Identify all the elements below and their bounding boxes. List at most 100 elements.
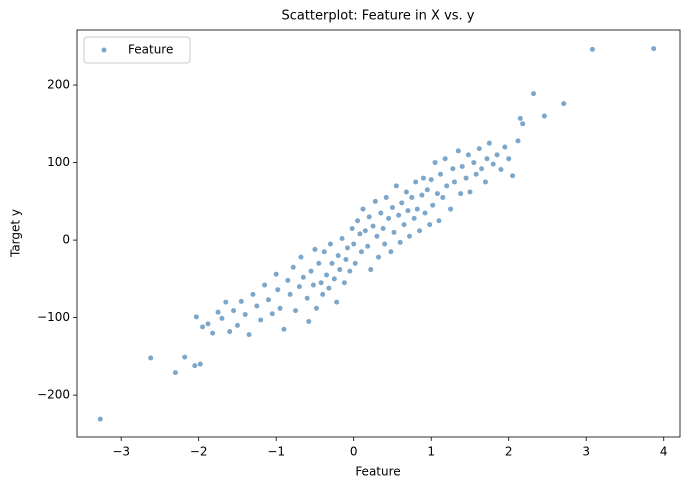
x-tick-label: 4	[660, 445, 668, 459]
scatter-point	[320, 291, 326, 297]
scatter-point	[476, 146, 482, 152]
scatter-point	[419, 192, 425, 198]
scatter-point	[490, 161, 496, 167]
scatter-point	[517, 115, 523, 121]
legend-marker	[101, 47, 107, 53]
x-tick-label: 3	[582, 445, 590, 459]
scatter-point	[349, 225, 355, 231]
x-tick-label: −1	[267, 445, 285, 459]
scatter-point	[352, 260, 358, 266]
scatter-point	[192, 363, 198, 369]
scatter-point	[386, 215, 392, 221]
x-tick-label: 1	[427, 445, 435, 459]
scatter-point	[502, 144, 508, 150]
scatter-point	[324, 272, 330, 278]
scatter-point	[355, 218, 361, 224]
scatter-point	[383, 194, 389, 200]
scatter-point	[482, 179, 488, 185]
x-tick-label: −3	[112, 445, 130, 459]
scatter-point	[365, 243, 371, 249]
scatter-point	[366, 214, 372, 220]
y-tick-label: 100	[47, 155, 70, 169]
scatter-point	[357, 231, 363, 237]
scatter-point	[172, 370, 178, 376]
scatter-point	[312, 246, 318, 252]
scatter-point	[298, 254, 304, 260]
scatter-point	[430, 202, 436, 208]
scatter-point	[515, 138, 521, 144]
scatter-point	[231, 308, 237, 314]
y-tick-label: 0	[62, 233, 70, 247]
scatter-point	[313, 305, 319, 311]
scatter-point	[351, 241, 357, 247]
scatter-point	[405, 208, 411, 214]
scatter-point	[401, 222, 407, 228]
scatter-point	[358, 249, 364, 255]
scatter-point	[432, 160, 438, 166]
scatter-point	[269, 311, 275, 317]
scatter-point	[411, 215, 417, 221]
scatter-point	[242, 312, 248, 318]
scatter-point	[484, 156, 490, 162]
scatter-point	[316, 260, 322, 266]
scatter-point	[417, 228, 423, 234]
scatter-point	[277, 305, 283, 311]
scatter-point	[318, 280, 324, 286]
scatter-point	[589, 46, 595, 52]
scatter-point	[414, 206, 420, 212]
scatter-point	[308, 268, 314, 274]
scatter-point	[339, 236, 345, 242]
scatter-point	[321, 249, 327, 255]
scatter-point	[422, 210, 428, 216]
scatter-point	[97, 416, 103, 422]
scatter-point	[413, 179, 419, 185]
scatter-point	[471, 160, 477, 166]
axes-frame	[76, 29, 681, 438]
scatter-point	[450, 166, 456, 172]
scatter-point	[300, 274, 306, 280]
scatter-point	[343, 256, 349, 262]
scatter-point	[382, 241, 388, 247]
scatter-point	[380, 225, 386, 231]
x-axis-label: Feature	[355, 465, 400, 479]
scatter-point	[246, 332, 252, 338]
scatter-point	[234, 322, 240, 328]
scatter-point	[368, 267, 374, 273]
scatter-point	[223, 299, 229, 305]
scatter-point	[409, 194, 415, 200]
scatter-point	[293, 308, 299, 314]
scatter-point	[561, 101, 567, 107]
scatter-point	[329, 260, 335, 266]
scatter-point	[531, 91, 537, 97]
legend: Feature	[83, 36, 191, 64]
scatter-point	[258, 317, 264, 323]
scatter-point	[148, 355, 154, 361]
scatter-point	[388, 249, 394, 255]
scatter-point	[285, 277, 291, 283]
scatter-point	[310, 282, 316, 288]
scatter-point	[296, 284, 302, 290]
y-axis-label: Target y	[9, 209, 23, 258]
scatter-point	[326, 285, 332, 291]
scatter-point	[494, 152, 500, 158]
y-tick-label: −200	[37, 388, 70, 402]
x-tick-label: 2	[505, 445, 513, 459]
scatter-point	[407, 233, 413, 239]
scatter-point	[438, 171, 444, 177]
x-tick-label: 0	[350, 445, 358, 459]
scatter-point	[403, 189, 409, 195]
scatter-point	[436, 218, 442, 224]
scatter-point	[219, 315, 225, 321]
scatter-point	[360, 206, 366, 212]
scatter-point	[306, 318, 312, 324]
scatter-point	[262, 282, 268, 288]
scatter-point	[304, 295, 310, 301]
scatter-point	[193, 314, 199, 320]
scatter-point	[399, 200, 405, 206]
scatter-point	[458, 191, 464, 197]
scatter-point	[182, 354, 188, 360]
legend-box	[83, 36, 191, 64]
chart-title: Scatterplot: Feature in X vs. y	[281, 9, 474, 24]
scatter-point	[451, 179, 457, 185]
